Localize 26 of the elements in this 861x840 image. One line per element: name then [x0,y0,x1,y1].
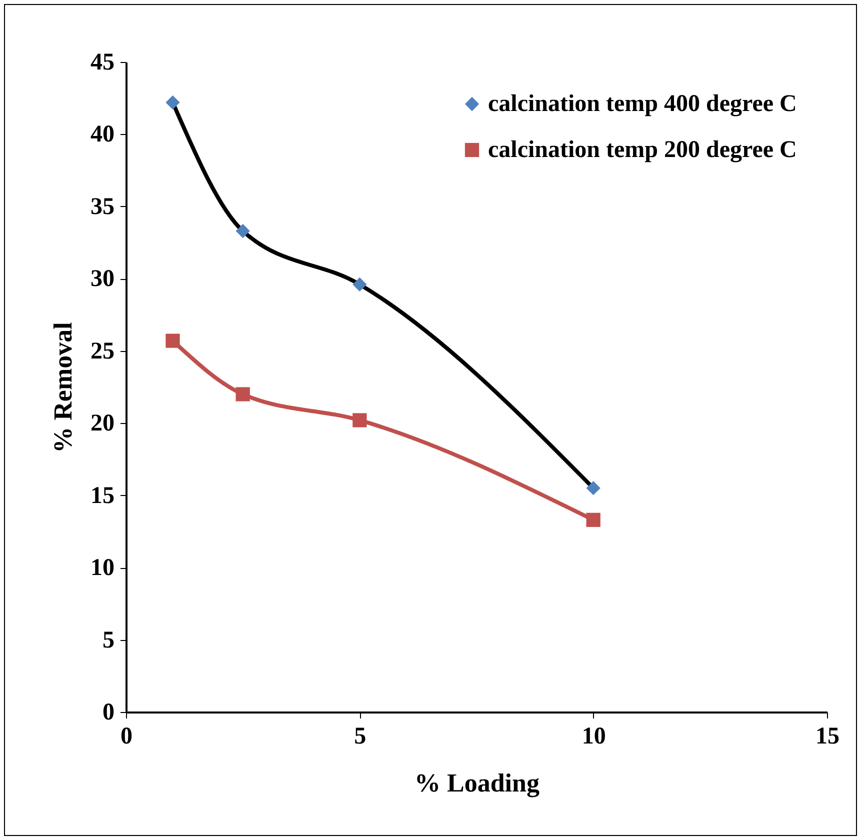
y-tick-label: 25 [90,338,114,364]
point [236,387,250,402]
y-tick-label: 5 [102,627,114,654]
point [166,334,180,348]
legend-label: calcination temp 400 degree C [488,91,797,117]
x-axis-title: % Loading [414,768,540,798]
x-tick-label: 15 [816,724,840,750]
point [236,224,250,238]
y-tick-label: 10 [90,555,114,582]
point [166,95,180,110]
y-tick-label: 30 [90,266,114,292]
point [586,481,600,496]
point [352,277,367,292]
x-tick-label: 0 [120,724,132,750]
y-tick-label: 0 [102,700,114,726]
y-tick-label: 45 [90,50,114,76]
y-tick-label: 35 [90,194,114,220]
x-tick-label: 10 [582,724,606,750]
y-tick-label: 15 [90,482,114,509]
x-tick-label: 5 [354,724,366,750]
legend-label: calcination temp 200 degree C [488,137,797,163]
point [352,413,367,428]
y-tick-label: 20 [90,410,114,437]
y-axis-title: % Removal [48,322,78,453]
y-tick-label: 40 [90,122,114,148]
point [586,512,600,527]
